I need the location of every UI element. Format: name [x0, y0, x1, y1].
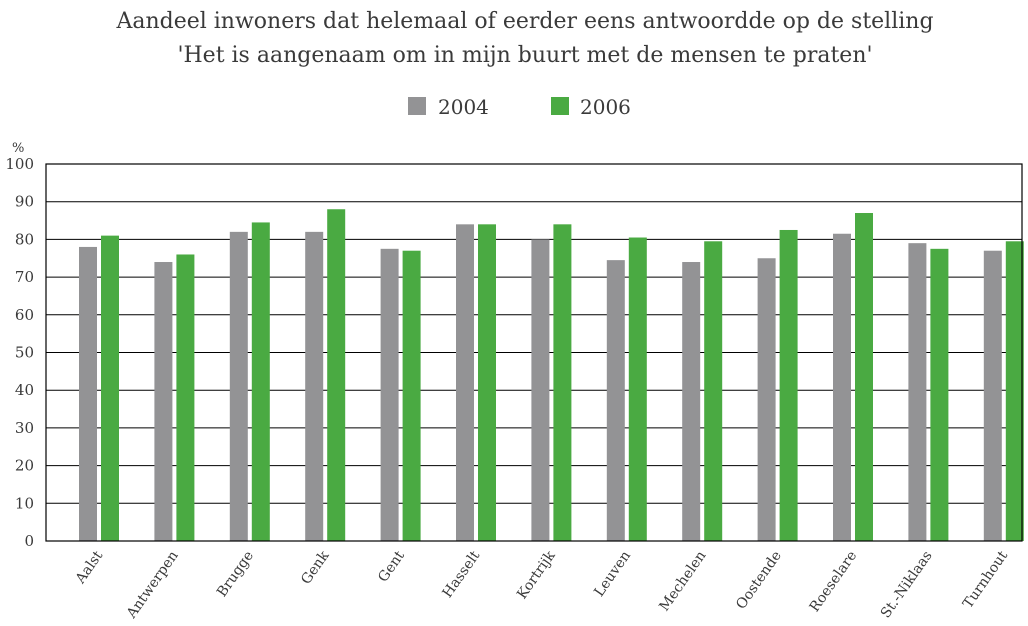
bar-2004-oostende	[757, 258, 776, 541]
bar-2006-brugge	[251, 222, 270, 541]
bar-2004-genk	[305, 231, 324, 542]
bar-2004-turnhout	[983, 250, 1002, 541]
x-category-label: Mechelen	[656, 548, 709, 614]
bar-2004-aalst	[79, 246, 97, 541]
bar-2006-st-niklaas	[930, 248, 949, 541]
bar-2006-leuven	[628, 237, 647, 541]
y-axis-unit: %	[12, 141, 24, 156]
bar-2004-mechelen	[682, 262, 701, 541]
x-category-label: Kortrijk	[514, 548, 559, 603]
bar-2006-genk	[327, 209, 346, 542]
bar-2004-leuven	[606, 260, 625, 541]
bar-2004-roeselare	[833, 233, 851, 541]
chart-title-line-1: Aandeel inwoners dat helemaal of eerder …	[115, 9, 933, 34]
y-tick-label: 70	[15, 268, 34, 286]
bar-2006-kortrijk	[553, 224, 572, 541]
x-category-label: Roeselare	[807, 548, 861, 615]
x-category-label: St.-Niklaas	[878, 548, 936, 621]
x-category-label: Aalst	[72, 548, 106, 588]
y-tick-label: 100	[5, 155, 34, 173]
x-category-label: Gent	[375, 548, 408, 585]
chart-title-line-2: 'Het is aangenaam om in mijn buurt met d…	[177, 43, 872, 68]
x-category-label: Oostende	[733, 548, 785, 612]
x-category-label: Genk	[298, 548, 333, 588]
y-tick-label: 30	[15, 419, 34, 437]
y-tick-label: 0	[24, 532, 34, 550]
x-category-labels: Aalst Antwerpen Brugge Genk Gent Hasselt Kortr…	[72, 548, 1011, 622]
bar-2006-hasselt	[478, 224, 496, 541]
y-tick-labels: 0 10 20 30 40 50 60 70 80 90 100	[5, 155, 34, 550]
bar-2006-roeselare	[855, 213, 873, 541]
bar-2006-oostende	[779, 229, 798, 541]
x-category-label: Brugge	[214, 548, 257, 600]
x-category-label: Turnhout	[960, 548, 1011, 612]
bar-2006-antwerpen	[176, 254, 195, 542]
bar-2004-hasselt	[456, 224, 474, 541]
y-tick-label: 50	[15, 344, 34, 362]
plot-frame	[45, 163, 1023, 542]
y-tick-label: 60	[15, 306, 34, 324]
bar-2006-turnhout	[1005, 241, 1024, 541]
bar-2004-st-niklaas	[908, 243, 927, 542]
bar-2004-brugge	[229, 231, 248, 542]
bar-2004-kortrijk	[531, 239, 550, 541]
bar-2006-gent	[402, 250, 421, 541]
legend-label-2004: 2004	[438, 95, 489, 119]
y-tick-label: 10	[15, 494, 34, 512]
bar-2004-antwerpen	[154, 262, 173, 541]
y-tick-label: 40	[15, 381, 34, 399]
legend-swatch-2004	[408, 97, 426, 115]
bar-2004-gent	[380, 248, 399, 541]
x-category-label: Hasselt	[440, 548, 484, 601]
bar-2006-aalst	[101, 235, 119, 541]
x-category-label: Antwerpen	[123, 548, 181, 622]
y-tick-label: 20	[15, 457, 34, 475]
y-tick-label: 90	[15, 193, 34, 211]
bars	[79, 209, 1024, 542]
legend-swatch-2006	[551, 97, 569, 115]
legend-label-2006: 2006	[580, 95, 631, 119]
bar-2006-mechelen	[704, 241, 723, 541]
x-category-label: Leuven	[591, 548, 634, 600]
y-tick-label: 80	[15, 230, 34, 248]
